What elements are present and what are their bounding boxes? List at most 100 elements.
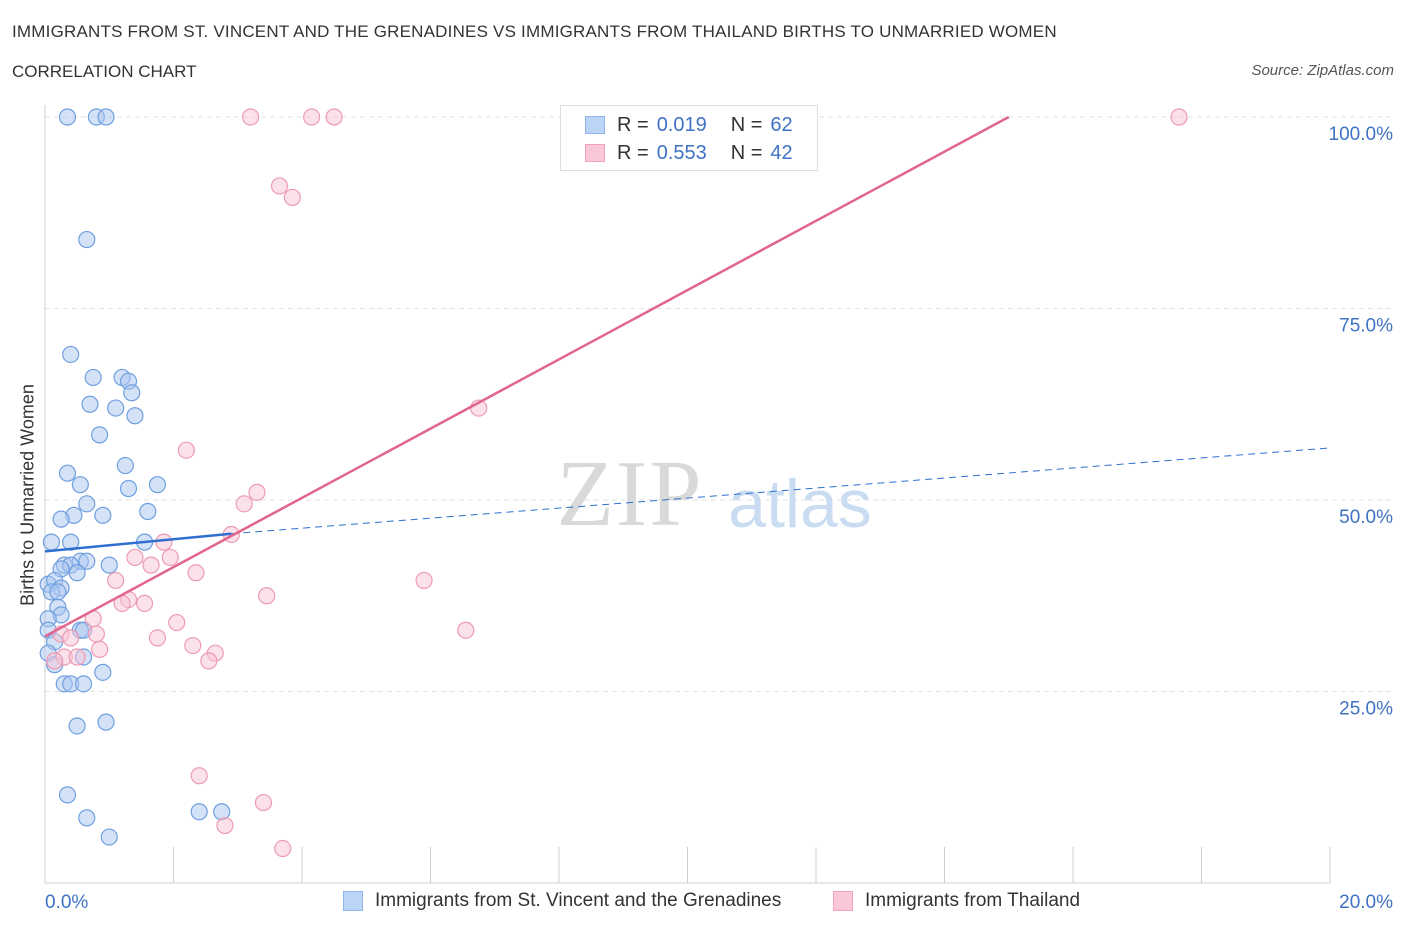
point-thailand <box>142 556 160 574</box>
point-st-vincent <box>58 464 77 482</box>
legend-r-value: 0.553 <box>656 141 707 164</box>
point-thailand <box>274 839 292 858</box>
grid-lines <box>45 116 1393 692</box>
point-st-vincent <box>123 384 141 402</box>
trendline-thailand <box>44 115 1010 638</box>
y-tick-label: 75.0% <box>1339 316 1393 337</box>
trend-lines <box>44 115 1331 638</box>
point-st-vincent <box>71 476 89 494</box>
trendline-st-vincent-projection <box>231 447 1331 535</box>
point-thailand <box>242 108 260 126</box>
point-st-vincent <box>94 506 112 524</box>
point-thailand <box>135 594 154 613</box>
point-thailand <box>161 548 179 567</box>
point-thailand <box>457 621 475 639</box>
y-tick-label: 50.0% <box>1339 507 1393 528</box>
point-thailand <box>87 625 106 643</box>
series-legend-thailand: Immigrants from Thailand <box>833 890 1080 912</box>
point-thailand <box>235 495 253 513</box>
x-tick-label: 0.0% <box>45 892 88 913</box>
legend-row-thailand: R = 0.553 N = 42 <box>585 141 793 165</box>
tick-labels: 100.0% 75.0% 50.0% 25.0% 0.0% 20.0% <box>45 124 1393 913</box>
correlation-legend: R = 0.019 N = 62 R = 0.553 N = 42 <box>560 105 818 171</box>
point-thailand <box>415 571 433 590</box>
point-thailand <box>200 652 218 670</box>
series-label-thailand: Immigrants from Thailand <box>865 890 1081 911</box>
legend-r-value: 0.019 <box>656 113 707 136</box>
legend-n-key: N = <box>730 113 763 136</box>
trendline-st-vincent <box>44 532 232 553</box>
point-st-vincent <box>62 345 80 364</box>
point-thailand <box>216 816 234 835</box>
legend-n-value: 62 <box>770 113 793 136</box>
legend-r-key: R = <box>617 141 649 164</box>
y-tick-label: 100.0% <box>1329 124 1394 145</box>
legend-n-value: 42 <box>770 141 793 164</box>
point-thailand <box>303 108 321 126</box>
point-st-vincent <box>139 502 157 521</box>
point-thailand <box>46 652 64 670</box>
point-thailand <box>68 648 86 666</box>
legend-swatch-thailand <box>585 144 605 162</box>
point-st-vincent <box>116 456 134 475</box>
point-thailand <box>190 767 208 785</box>
series-swatch-thailand <box>833 891 853 911</box>
point-st-vincent <box>148 476 167 494</box>
point-st-vincent <box>74 675 93 693</box>
point-thailand <box>126 548 144 567</box>
y-tick-label: 25.0% <box>1339 699 1393 720</box>
point-st-vincent <box>68 717 86 735</box>
point-st-vincent <box>100 556 118 574</box>
point-thailand <box>283 188 301 207</box>
point-st-vincent <box>190 803 208 821</box>
watermark: ZIP atlas <box>557 442 872 546</box>
point-thailand <box>177 441 195 459</box>
point-thailand <box>187 564 205 582</box>
chart-subtitle: CORRELATION CHART <box>12 62 197 81</box>
point-st-vincent <box>49 583 67 601</box>
series-swatch-st-vincent <box>343 891 363 911</box>
data-points <box>39 108 1188 858</box>
point-thailand <box>168 613 186 632</box>
point-thailand <box>248 483 266 501</box>
point-thailand <box>148 629 167 647</box>
point-thailand <box>91 640 109 658</box>
point-st-vincent <box>81 395 99 413</box>
y-axis-label: Births to Unmarried Women <box>17 384 38 606</box>
point-thailand <box>1170 108 1188 126</box>
point-thailand <box>155 533 173 551</box>
point-st-vincent <box>100 828 118 846</box>
legend-r-key: R = <box>617 113 649 136</box>
point-st-vincent <box>97 713 115 731</box>
source-label: Source: ZipAtlas.com <box>1251 62 1394 79</box>
point-st-vincent <box>84 368 102 387</box>
point-st-vincent <box>68 564 86 582</box>
legend-row-st-vincent: R = 0.019 N = 62 <box>585 113 793 137</box>
point-thailand <box>184 636 202 655</box>
series-legend-st-vincent: Immigrants from St. Vincent and the Gren… <box>343 890 781 912</box>
point-thailand <box>107 571 125 590</box>
legend-swatch-st-vincent <box>585 116 605 134</box>
point-st-vincent <box>58 108 77 126</box>
point-st-vincent <box>42 533 61 551</box>
axes <box>44 105 1331 884</box>
point-st-vincent <box>107 399 125 417</box>
point-st-vincent <box>91 426 109 444</box>
point-st-vincent <box>78 552 96 570</box>
point-st-vincent <box>78 230 96 249</box>
point-st-vincent <box>78 495 96 513</box>
chart-title: IMMIGRANTS FROM ST. VINCENT AND THE GREN… <box>12 22 1057 41</box>
watermark-atlas: atlas <box>728 466 872 542</box>
point-st-vincent <box>97 108 115 126</box>
point-st-vincent <box>78 809 96 827</box>
series-label-st-vincent: Immigrants from St. Vincent and the Gren… <box>375 890 782 911</box>
watermark-zip: ZIP <box>557 442 704 546</box>
x-tick-label: 20.0% <box>1339 892 1393 913</box>
point-thailand <box>254 793 273 812</box>
point-thailand <box>325 108 343 126</box>
point-thailand <box>62 629 80 647</box>
point-st-vincent <box>52 510 70 528</box>
point-thailand <box>258 587 276 605</box>
legend-n-key: N = <box>730 141 763 164</box>
